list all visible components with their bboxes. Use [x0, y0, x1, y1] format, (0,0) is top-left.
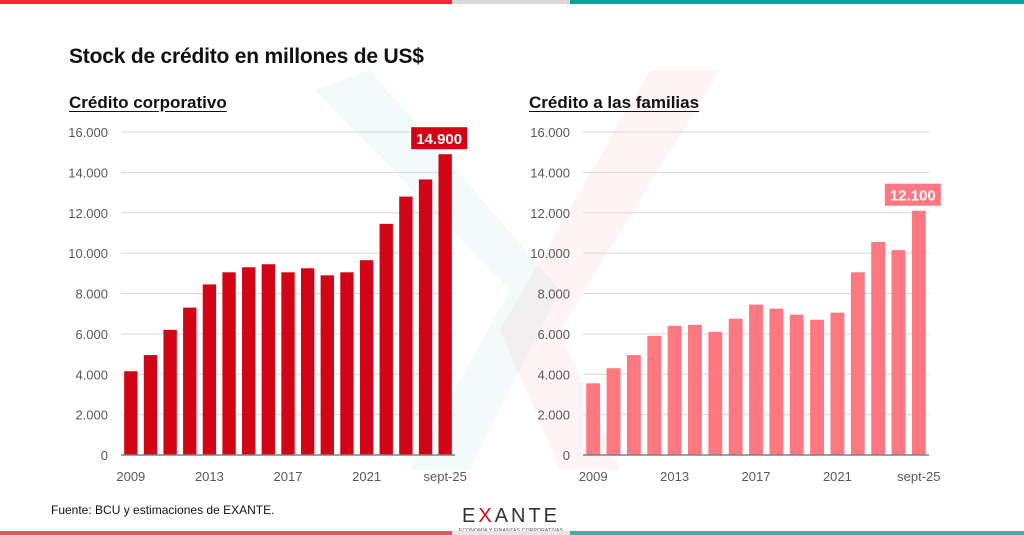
y-tick-label: 10.000: [530, 246, 570, 261]
bar-2022: [379, 223, 393, 455]
x-tick-label: 2017: [742, 469, 771, 484]
bar-2021: [359, 260, 374, 455]
x-tick-label: 2009: [116, 469, 145, 484]
y-tick-label: 6.000: [537, 327, 570, 342]
bar-2018: [300, 268, 315, 455]
page-title: Stock de crédito en millones de US$: [69, 45, 424, 68]
chart-title-familias: Crédito a las familias: [529, 93, 700, 112]
bar-2012: [647, 335, 662, 455]
y-tick-label: 10.000: [68, 246, 108, 261]
y-tick-label: 6.000: [75, 327, 108, 342]
bottom-bar-teal: [570, 531, 1024, 535]
logo-wordmark: EXANTE: [446, 505, 576, 528]
bar-sept-25: [911, 210, 926, 455]
y-tick-label: 2.000: [537, 408, 570, 423]
y-tick-label: 8.000: [537, 287, 570, 302]
bar-2024: [418, 179, 433, 456]
x-tick-label: sept-25: [423, 469, 466, 484]
y-tick-label: 12.000: [68, 206, 108, 221]
top-bar-gray: [452, 0, 570, 4]
bar-2023: [399, 196, 413, 455]
bar-2023: [871, 242, 886, 455]
y-tick-label: 14.000: [68, 165, 108, 180]
bar-2022: [850, 272, 865, 455]
y-tick-label: 4.000: [75, 367, 108, 382]
bar-2021: [830, 312, 845, 455]
y-tick-label: 16.000: [68, 125, 108, 140]
x-tick-label: 2013: [660, 469, 689, 484]
bar-2013: [202, 284, 217, 455]
bottom-bar-gray: [452, 531, 570, 535]
bar-2014: [688, 324, 702, 455]
y-tick-label: 8.000: [75, 287, 108, 302]
logo-letters-ante: ANTE: [494, 505, 561, 527]
x-tick-label: 2017: [274, 469, 303, 484]
logo-x-icon: X: [478, 505, 495, 527]
source-note: Fuente: BCU y estimaciones de EXANTE.: [51, 503, 275, 517]
y-tick-label: 0: [101, 448, 108, 463]
x-tick-label: sept-25: [897, 469, 940, 484]
bar-2015: [708, 331, 723, 455]
bar-2011: [163, 329, 177, 455]
bar-2020: [340, 272, 354, 455]
bar-2017: [749, 304, 763, 455]
data-label-box: [411, 127, 468, 150]
y-tick-label: 4.000: [537, 367, 570, 382]
data-label: 12.100: [890, 188, 936, 205]
y-tick-label: 16.000: [530, 125, 570, 140]
bar-2009: [586, 383, 601, 455]
bar-2014: [222, 272, 236, 455]
bar-2016: [728, 318, 743, 455]
top-bar-red: [0, 0, 452, 4]
data-label: 14.900: [416, 131, 462, 148]
bar-2019: [320, 275, 334, 455]
y-tick-label: 14.000: [530, 165, 570, 180]
bar-2013: [667, 325, 682, 455]
chart-title-corporativo: Crédito corporativo: [69, 93, 227, 112]
bar-2015: [242, 267, 256, 455]
bar-2024: [891, 250, 906, 455]
bar-2010: [606, 368, 621, 455]
logo-letter-e: E: [461, 505, 479, 527]
x-tick-label: 2009: [579, 469, 608, 484]
bar-2011: [626, 355, 641, 455]
bar-2009: [124, 371, 138, 455]
bar-2010: [143, 355, 158, 455]
bottom-bar-red: [0, 531, 452, 535]
bar-2016: [261, 264, 276, 455]
y-tick-label: 2.000: [75, 408, 108, 423]
bar-2018: [769, 308, 784, 455]
x-tick-label: 2021: [823, 469, 852, 484]
data-label-box: [884, 183, 941, 206]
bar-2020: [810, 319, 824, 455]
bar-2017: [281, 272, 295, 455]
bar-sept-25: [438, 154, 452, 456]
x-tick-label: 2013: [195, 469, 224, 484]
exante-logo: EXANTE ECONOMÍA Y FINANZAS CORPORATIVAS: [446, 505, 576, 534]
y-tick-label: 0: [563, 448, 570, 463]
bar-2019: [789, 314, 804, 455]
x-tick-label: 2021: [352, 469, 381, 484]
bar-2012: [183, 307, 197, 455]
top-bar-teal: [570, 0, 1024, 4]
y-tick-label: 12.000: [530, 206, 570, 221]
